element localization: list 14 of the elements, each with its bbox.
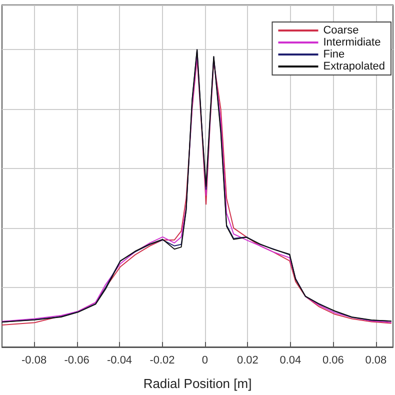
legend-label: Intermidiate [323, 36, 381, 48]
x-tick-label: 0.02 [237, 354, 258, 366]
legend-label: Coarse [323, 24, 359, 36]
x-tick-label: 0.08 [365, 354, 387, 366]
legend-label: Extrapolated [323, 60, 386, 72]
x-tick-label: 0 [202, 354, 208, 366]
legend-label: Fine [323, 48, 345, 60]
x-axis-title: Radial Position [m] [143, 376, 252, 391]
x-tick-label: -0.08 [22, 354, 47, 366]
x-tick-label: 0.06 [322, 354, 344, 366]
x-tick-label: -0.04 [106, 354, 132, 366]
x-tick-label: 0.04 [280, 354, 302, 366]
x-tick-label: -0.02 [150, 354, 175, 366]
x-tick-label: -0.06 [64, 354, 90, 366]
